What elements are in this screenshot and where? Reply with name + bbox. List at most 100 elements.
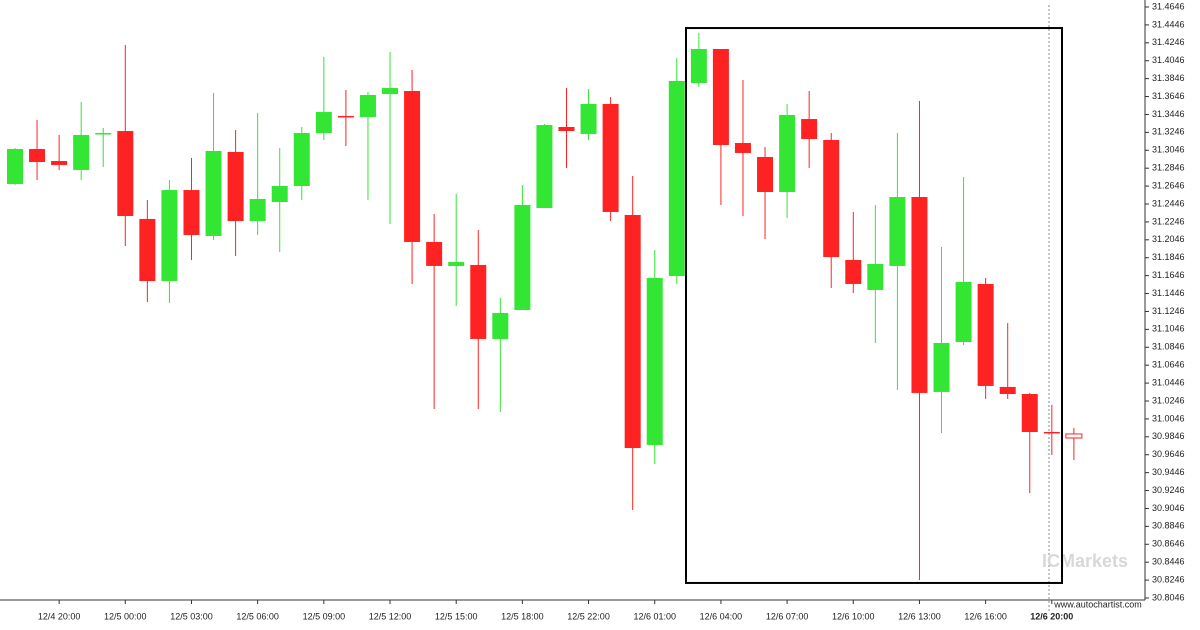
candle-body bbox=[448, 262, 465, 266]
y-tick-label: 30.8046 bbox=[1152, 592, 1185, 602]
x-tick-label: 12/5 09:00 bbox=[303, 611, 346, 621]
candle-body bbox=[757, 156, 774, 193]
candle-body bbox=[117, 131, 134, 216]
candle-body bbox=[580, 103, 597, 134]
y-tick-label: 31.2446 bbox=[1152, 198, 1185, 208]
y-tick-label: 31.0646 bbox=[1152, 360, 1185, 370]
candle-body bbox=[977, 283, 994, 386]
y-tick-label: 31.0446 bbox=[1152, 377, 1185, 387]
candle-body bbox=[933, 342, 950, 392]
y-tick-label: 30.9446 bbox=[1152, 467, 1185, 477]
candle-body bbox=[95, 132, 112, 135]
y-tick-label: 30.9046 bbox=[1152, 503, 1185, 513]
y-tick-label: 31.3046 bbox=[1152, 145, 1185, 155]
candle-body bbox=[712, 48, 729, 145]
y-tick-label: 31.2846 bbox=[1152, 163, 1185, 173]
candle-body bbox=[999, 386, 1016, 395]
candle-body bbox=[867, 263, 884, 290]
x-tick-label: 12/5 06:00 bbox=[236, 611, 279, 621]
x-tick-label: 12/6 13:00 bbox=[898, 611, 941, 621]
y-tick-label: 31.4246 bbox=[1152, 37, 1185, 47]
y-tick-label: 31.1246 bbox=[1152, 306, 1185, 316]
x-tick-label: 12/5 12:00 bbox=[369, 611, 412, 621]
candle-body bbox=[337, 115, 354, 118]
y-tick-label: 30.9846 bbox=[1152, 431, 1185, 441]
x-tick-label: 12/5 18:00 bbox=[501, 611, 544, 621]
x-tick-label: 12/6 07:00 bbox=[766, 611, 809, 621]
watermark: ICMarkets bbox=[1042, 551, 1128, 571]
y-tick-label: 31.1046 bbox=[1152, 324, 1185, 334]
y-tick-label: 31.0846 bbox=[1152, 342, 1185, 352]
x-tick-label: 12/6 01:00 bbox=[633, 611, 676, 621]
candle-body bbox=[227, 151, 244, 222]
candle-body bbox=[646, 277, 663, 445]
candle-body bbox=[73, 134, 90, 170]
y-tick-label: 30.8646 bbox=[1152, 539, 1185, 549]
y-tick-label: 31.3246 bbox=[1152, 127, 1185, 137]
source: www.autochartist.com bbox=[1053, 599, 1142, 609]
candle-body bbox=[492, 312, 509, 339]
candle-body bbox=[1065, 433, 1083, 439]
candle-body bbox=[734, 143, 751, 153]
candle-body bbox=[293, 132, 310, 187]
candle-body bbox=[183, 190, 200, 235]
y-tick-label: 31.3846 bbox=[1152, 73, 1185, 83]
y-tick-label: 31.1646 bbox=[1152, 270, 1185, 280]
x-tick-label: 12/6 20:00 bbox=[1030, 611, 1073, 621]
candle-body bbox=[161, 190, 178, 282]
candle-body bbox=[624, 215, 641, 449]
x-tick-label: 12/6 16:00 bbox=[964, 611, 1007, 621]
candle-body bbox=[404, 90, 421, 242]
candle-body bbox=[470, 264, 487, 339]
y-tick-label: 31.2046 bbox=[1152, 234, 1185, 244]
y-tick-label: 31.3646 bbox=[1152, 91, 1185, 101]
candle-body bbox=[779, 114, 796, 193]
candle-body bbox=[514, 204, 531, 311]
candle-body bbox=[205, 150, 222, 236]
x-tick-label: 12/4 20:00 bbox=[38, 611, 81, 621]
candle-body bbox=[536, 125, 553, 209]
y-tick-label: 31.3446 bbox=[1152, 109, 1185, 119]
candle-body bbox=[1043, 431, 1060, 434]
candle-body bbox=[801, 119, 818, 139]
y-tick-label: 31.2646 bbox=[1152, 180, 1185, 190]
candle-body bbox=[382, 88, 399, 95]
y-tick-label: 31.4046 bbox=[1152, 55, 1185, 65]
candle-body bbox=[1021, 394, 1038, 432]
candle-body bbox=[668, 80, 685, 276]
candle-body bbox=[823, 139, 840, 258]
candle-body bbox=[845, 259, 862, 284]
candle-body bbox=[29, 149, 46, 163]
y-tick-label: 31.2246 bbox=[1152, 216, 1185, 226]
x-tick-label: 12/5 22:00 bbox=[567, 611, 610, 621]
x-tick-label: 12/6 10:00 bbox=[832, 611, 875, 621]
pattern-box bbox=[685, 27, 1063, 584]
candle-body bbox=[51, 161, 68, 165]
x-tick-label: 12/5 15:00 bbox=[435, 611, 478, 621]
y-tick-label: 30.9646 bbox=[1152, 449, 1185, 459]
y-tick-label: 31.1846 bbox=[1152, 252, 1185, 262]
y-tick-label: 31.4446 bbox=[1152, 19, 1185, 29]
candle-body bbox=[139, 218, 156, 282]
candle-body bbox=[955, 281, 972, 342]
candle-body bbox=[889, 197, 906, 266]
y-tick-label: 31.1446 bbox=[1152, 288, 1185, 298]
candle-body bbox=[602, 103, 619, 212]
candle-body bbox=[359, 95, 376, 117]
candle-body bbox=[911, 197, 928, 393]
y-tick-label: 31.0246 bbox=[1152, 395, 1185, 405]
candle-body bbox=[249, 198, 266, 222]
y-tick-label: 30.9246 bbox=[1152, 485, 1185, 495]
candle-body bbox=[315, 112, 332, 133]
candle-body bbox=[426, 241, 443, 266]
y-tick-label: 30.8446 bbox=[1152, 557, 1185, 567]
x-tick-label: 12/6 04:00 bbox=[700, 611, 743, 621]
candle-body bbox=[558, 126, 575, 132]
y-tick-label: 31.4646 bbox=[1152, 1, 1185, 11]
y-tick-label: 31.0046 bbox=[1152, 413, 1185, 423]
x-tick-label: 12/5 00:00 bbox=[104, 611, 147, 621]
y-tick-label: 30.8846 bbox=[1152, 521, 1185, 531]
candle-body bbox=[690, 48, 707, 84]
